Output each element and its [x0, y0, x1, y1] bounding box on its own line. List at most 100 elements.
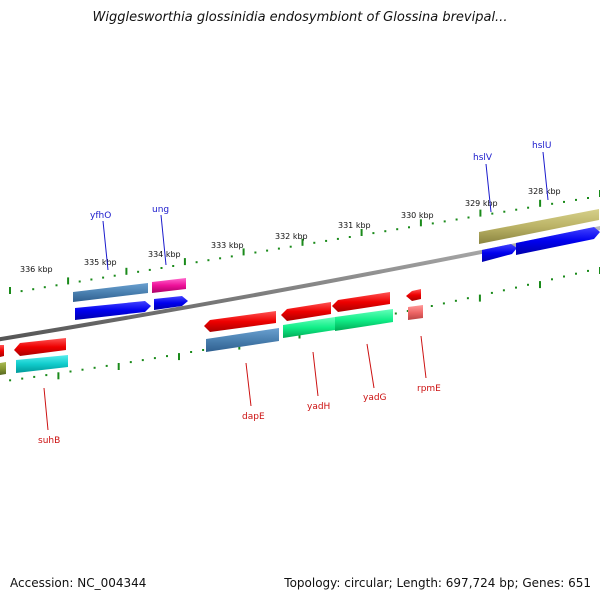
gene-feature-blue-yfhO[interactable] [75, 301, 151, 320]
tick-label-335: 335 kbp [84, 258, 117, 267]
lower-ring-minor-tick [129, 361, 132, 364]
lower-ring-minor-tick [563, 275, 565, 278]
gene-feature-pink-ung[interactable] [152, 278, 186, 293]
upper-ring-minor-tick [491, 212, 494, 215]
lower-ring-minor-tick [466, 297, 469, 300]
lower-ring-major-tick [539, 281, 541, 289]
gene-feature-red-suhB[interactable] [14, 338, 66, 356]
upper-ring-minor-tick [348, 236, 351, 238]
lower-ring-minor-tick [442, 302, 445, 305]
lower-ring-minor-tick [69, 370, 72, 373]
gene-feature-steel[interactable] [73, 283, 148, 302]
upper-ring-minor-tick [219, 257, 222, 260]
upper-ring-minor-tick [515, 208, 518, 211]
lower-ring-major-tick [57, 372, 60, 380]
leader-line-hslV [485, 163, 492, 213]
tick-label-328: 328 kbp [528, 187, 561, 196]
leader-line-yadH [312, 351, 319, 397]
upper-ring-minor-tick [443, 220, 446, 223]
tick-label-334: 334 kbp [148, 250, 181, 259]
lower-ring-minor-tick [515, 286, 517, 289]
gene-label-hslV[interactable]: hslV [473, 153, 493, 163]
upper-ring-minor-tick [336, 237, 339, 240]
gene-label-ung[interactable]: ung [152, 205, 169, 215]
leader-line-hslU [542, 151, 549, 201]
lower-ring-major-tick [178, 353, 180, 361]
lower-ring-minor-tick [406, 310, 409, 312]
gene-feature-blue-hslU[interactable] [516, 227, 600, 255]
upper-ring-minor-tick [455, 218, 458, 221]
lower-ring-major-tick [478, 294, 481, 302]
gene-feature-red-yadH[interactable] [281, 302, 331, 321]
gene-label-yfhO[interactable]: yfhO [90, 211, 111, 221]
reverse-strand-genes [0, 289, 423, 375]
lower-ring-minor-tick [141, 359, 144, 362]
lower-ring-minor-tick [93, 366, 96, 369]
upper-ring-minor-tick [384, 230, 387, 233]
forward-strand-genes [73, 209, 600, 320]
leader-line-rpmE [420, 335, 427, 379]
upper-ring-minor-tick [277, 247, 280, 250]
tick-label-329: 329 kbp [465, 199, 498, 208]
upper-ring-minor-tick [575, 198, 577, 201]
gene-feature-steel-dapE[interactable] [206, 328, 279, 352]
gene-label-suhB[interactable]: suhB [38, 436, 60, 446]
lower-ring-minor-tick [9, 379, 12, 382]
gene-label-rpmE[interactable]: rpmE [417, 384, 441, 394]
upper-ring-minor-tick [408, 226, 410, 229]
gene-label-dapE[interactable]: dapE [242, 412, 265, 422]
upper-ring-major-tick [479, 209, 482, 217]
gene-feature-blue-hslV[interactable] [482, 244, 517, 262]
gene-feature-green-yadG[interactable] [335, 309, 393, 331]
gene-feature-red-yadG[interactable] [332, 292, 390, 312]
lower-ring-minor-tick [166, 355, 168, 358]
upper-ring-minor-tick [230, 255, 233, 258]
upper-ring-minor-tick [160, 267, 163, 269]
upper-ring-major-tick [419, 219, 422, 227]
upper-ring-minor-tick [266, 249, 269, 252]
lower-ring-minor-tick [21, 377, 24, 380]
forward-gene-labels: yfhO ung hslV hslU [90, 141, 551, 271]
gene-label-yadG[interactable]: yadG [363, 393, 387, 403]
upper-ring-minor-tick [20, 290, 23, 293]
upper-ring-minor-tick [396, 228, 399, 231]
upper-ring-minor-tick [313, 241, 316, 244]
upper-ring-major-tick [360, 229, 363, 236]
tick-labels: 336 kbp 335 kbp 334 kbp 333 kbp 332 kbp … [20, 187, 561, 274]
tick-label-332: 332 kbp [275, 232, 308, 241]
gene-label-hslU[interactable]: hslU [532, 141, 551, 151]
upper-ring-minor-tick [195, 261, 198, 264]
gene-feature-red-left[interactable] [0, 345, 4, 357]
lower-ring-minor-tick [502, 289, 505, 292]
tick-label-331: 331 kbp [338, 221, 371, 230]
upper-ring-minor-tick [137, 270, 140, 273]
upper-ring-minor-tick [90, 278, 93, 281]
lower-ring-minor-tick [190, 351, 193, 353]
lower-ring-minor-tick [81, 368, 84, 371]
gene-feature-red-rpmE[interactable] [406, 289, 421, 301]
lower-ring-minor-tick [153, 357, 156, 360]
leader-line-yadG [366, 343, 375, 389]
lower-ring-minor-tick [394, 312, 397, 315]
gene-feature-cyan-suhB[interactable] [16, 355, 68, 373]
gene-feature-red-dapE[interactable] [204, 311, 276, 332]
tick-label-336: 336 kbp [20, 265, 53, 274]
gene-feature-olive-left[interactable] [0, 362, 6, 375]
map-title: Wigglesworthia glossinidia endosymbiont … [92, 10, 508, 25]
lower-ring-minor-tick [45, 374, 48, 377]
topology-text: Topology: circular; Length: 697,724 bp; … [284, 576, 591, 590]
upper-tick-ring [9, 190, 600, 294]
gene-label-yadH[interactable]: yadH [307, 402, 330, 412]
upper-ring-minor-tick [55, 284, 58, 287]
tick-label-330: 330 kbp [401, 211, 434, 220]
lower-ring-minor-tick [527, 283, 529, 286]
upper-ring-minor-tick [372, 232, 375, 235]
gene-feature-blue-ung[interactable] [154, 296, 188, 310]
upper-ring-minor-tick [148, 268, 151, 271]
gene-feature-green-yadH[interactable] [283, 317, 335, 338]
gene-feature-lightred-rpmE[interactable] [408, 305, 423, 320]
gene-feature-khaki[interactable] [479, 209, 599, 244]
upper-ring-minor-tick [551, 202, 554, 205]
leader-line-dapE [245, 362, 252, 407]
